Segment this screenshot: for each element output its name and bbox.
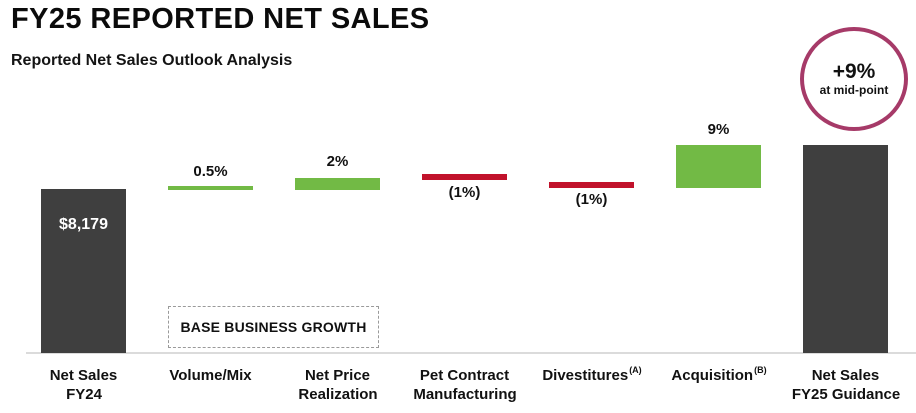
bar-net-sales-fy25-guidance (803, 145, 888, 353)
midpoint-badge: +9% at mid-point (800, 27, 908, 131)
bar-acquisition (676, 145, 761, 188)
category-label-pet-contract-manufacturing: Pet Contract Manufacturing (394, 362, 536, 404)
category-footnote-ref: (A) (629, 365, 642, 375)
category-label-net-price-realization: Net Price Realization (267, 362, 409, 404)
bar-divestitures (549, 182, 634, 188)
chart-baseline (26, 352, 916, 354)
category-line2: FY25 Guidance (791, 386, 901, 403)
midpoint-badge-caption: at mid-point (819, 83, 889, 97)
category-line1: Divestitures (542, 367, 629, 384)
category-line2: FY24 (66, 386, 102, 403)
bar-volume-mix (168, 186, 253, 190)
bar-pet-contract-manufacturing (422, 174, 507, 180)
category-line2: Realization (298, 386, 378, 403)
value-label-divestitures: (1%) (575, 191, 608, 208)
category-footnote-ref: (B) (754, 365, 767, 375)
category-line2: Manufacturing (413, 386, 517, 403)
value-label-net-price: 2% (326, 153, 349, 170)
midpoint-badge-value: +9% (832, 60, 876, 83)
value-label-volume-mix: 0.5% (193, 163, 228, 180)
category-label-divestitures: Divestitures(A) (521, 362, 663, 385)
category-line1: Pet Contract (419, 367, 510, 384)
category-label-acquisition: Acquisition(B) (648, 362, 790, 385)
category-line1: Volume/Mix (169, 367, 252, 384)
category-line1: Net Sales (49, 367, 118, 384)
category-label-net-sales-fy24: Net Sales FY24 (13, 362, 155, 404)
category-label-net-sales-fy25-guidance: Net Sales FY25 Guidance (775, 362, 916, 404)
category-line1: Net Price (304, 367, 371, 384)
category-line1: Acquisition (671, 367, 754, 384)
category-label-volume-mix: Volume/Mix (140, 362, 282, 385)
bar-net-sales-fy24 (41, 189, 126, 353)
base-business-growth-box: BASE BUSINESS GROWTH (168, 306, 379, 348)
bar-net-price-realization (295, 178, 380, 190)
value-label-fy24: $8,179 (59, 216, 108, 233)
value-label-acquisition: 9% (707, 121, 730, 138)
chart-subtitle: Reported Net Sales Outlook Analysis (11, 52, 293, 69)
page-title: FY25 REPORTED NET SALES (11, 3, 430, 35)
value-label-pet-contract: (1%) (448, 184, 481, 201)
category-line1: Net Sales (811, 367, 880, 384)
